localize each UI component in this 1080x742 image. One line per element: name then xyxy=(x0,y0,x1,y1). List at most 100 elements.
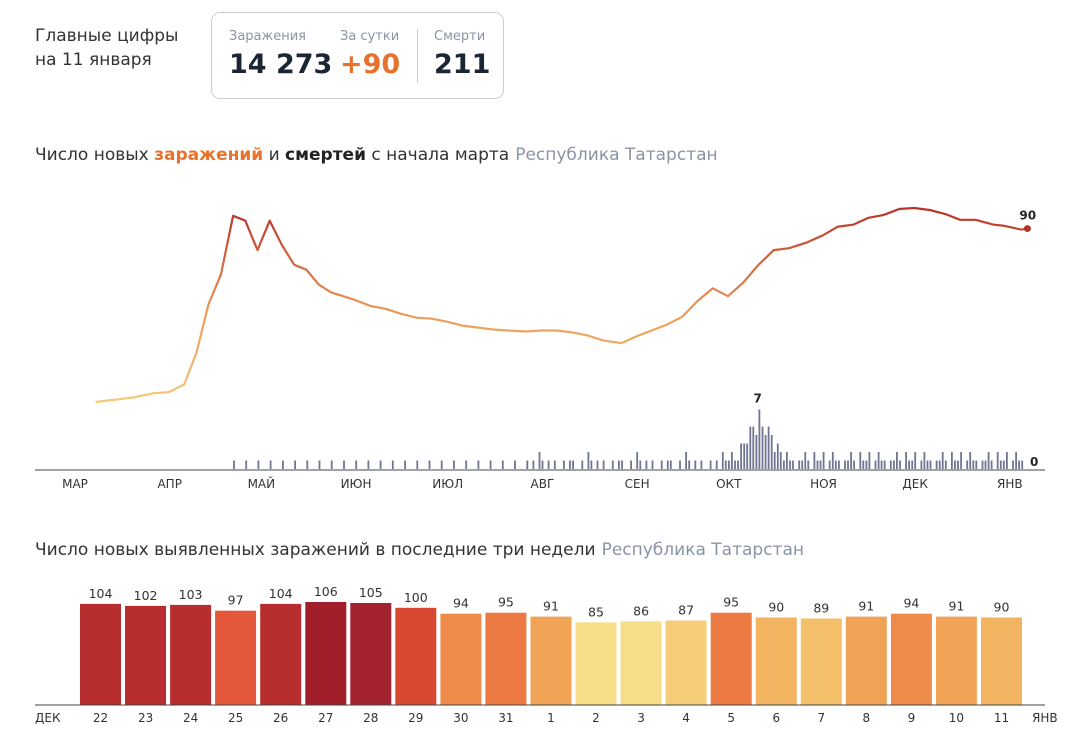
death-bar xyxy=(789,460,791,469)
death-bar xyxy=(526,460,529,469)
death-bar xyxy=(630,460,632,469)
month-tick-label: АПР xyxy=(157,477,181,491)
month-tick-label: ИЮЛ xyxy=(432,477,463,491)
death-bar xyxy=(233,460,235,469)
death-bar xyxy=(972,460,975,469)
death-bar xyxy=(816,460,819,469)
death-bar xyxy=(752,426,755,469)
death-bar xyxy=(379,460,382,469)
death-bar xyxy=(920,460,923,469)
death-bar xyxy=(1012,460,1014,469)
cases-line xyxy=(95,206,1028,404)
death-bar xyxy=(746,443,749,469)
death-bar xyxy=(563,460,565,469)
death-bar xyxy=(749,426,752,469)
stat-infections: Заражения 14 273 xyxy=(229,29,332,80)
line-title-part3: и xyxy=(263,145,286,165)
death-bar xyxy=(844,460,846,469)
death-bar xyxy=(541,460,544,469)
month-tick-label: ЯНВ xyxy=(997,477,1023,491)
death-bar xyxy=(343,460,345,469)
stat-infections-label: Заражения xyxy=(229,29,306,44)
death-bar xyxy=(611,460,614,469)
death-bar xyxy=(1006,452,1008,469)
death-bar xyxy=(834,460,837,469)
death-bar xyxy=(391,460,394,469)
death-bar xyxy=(801,460,804,469)
month-tick-label: ОКТ xyxy=(716,477,742,491)
death-bar xyxy=(850,452,852,469)
death-bar xyxy=(838,460,840,469)
month-tick-label: СЕН xyxy=(625,477,650,491)
death-bar xyxy=(996,452,999,469)
death-bar xyxy=(621,460,623,469)
death-bar xyxy=(679,460,681,469)
death-bar xyxy=(807,460,810,469)
death-bar xyxy=(779,452,782,469)
stat-infections-value: 14 273 xyxy=(229,49,333,80)
death-bar xyxy=(694,460,697,469)
death-bar xyxy=(428,460,431,469)
death-bar xyxy=(767,426,770,469)
death-bar xyxy=(990,460,993,469)
death-bars xyxy=(233,409,1024,469)
death-bar xyxy=(639,460,642,469)
death-bar xyxy=(883,460,886,469)
death-bar xyxy=(651,460,654,469)
death-bar xyxy=(660,460,663,469)
death-bar xyxy=(501,460,504,469)
death-bar xyxy=(899,460,901,469)
death-bar xyxy=(596,460,599,469)
line-title-region: Республика Татарстан xyxy=(515,145,718,165)
death-bar xyxy=(282,460,284,469)
death-bar xyxy=(740,443,742,469)
line-title-cases: заражений xyxy=(154,145,264,165)
death-bar xyxy=(770,435,773,469)
death-bar xyxy=(999,460,1002,469)
death-bar xyxy=(926,460,929,469)
stat-daily: За сутки +90 xyxy=(340,29,400,80)
death-bar xyxy=(440,460,443,469)
death-bar xyxy=(914,452,917,469)
death-bar xyxy=(957,460,959,469)
death-bar xyxy=(862,460,865,469)
death-bar xyxy=(941,452,944,469)
death-bar xyxy=(645,460,648,469)
death-bar xyxy=(877,452,880,469)
death-bar xyxy=(798,460,801,469)
main-title-line2: на 11 января xyxy=(35,50,152,70)
stat-daily-label: За сутки xyxy=(340,29,400,44)
death-bar xyxy=(532,460,535,469)
death-bar xyxy=(581,460,584,469)
death-bar xyxy=(721,452,724,469)
line-title-deaths: смертей xyxy=(285,145,366,165)
month-tick-label: МАР xyxy=(62,477,88,491)
death-bar xyxy=(868,452,871,469)
death-bar xyxy=(618,460,620,469)
death-bar xyxy=(636,452,639,469)
death-bar xyxy=(269,460,272,469)
death-bar xyxy=(804,452,807,469)
death-bar xyxy=(987,452,990,469)
death-bar xyxy=(743,443,746,469)
month-tick-label: ИЮН xyxy=(341,477,372,491)
month-tick-label: МАЙ xyxy=(248,476,276,491)
stat-deaths: Смерти 211 xyxy=(434,29,490,80)
death-bar xyxy=(465,460,468,469)
stat-daily-value: +90 xyxy=(340,49,401,80)
death-bar xyxy=(294,460,296,469)
death-bar xyxy=(514,460,516,469)
main-title: Главные цифры на 11 января xyxy=(35,24,178,72)
bar-title-text: Число новых выявленных заражений в после… xyxy=(35,540,596,560)
death-bar xyxy=(944,460,947,469)
death-bar xyxy=(819,460,822,469)
line-title-part5: с начала марта xyxy=(366,145,510,165)
main-title-line1: Главные цифры xyxy=(35,26,179,46)
stat-deaths-label: Смерти xyxy=(434,29,486,44)
death-bar xyxy=(880,460,883,469)
death-bar xyxy=(923,452,926,469)
death-bar xyxy=(847,460,849,469)
death-bar xyxy=(669,460,672,469)
death-bar xyxy=(453,460,455,469)
